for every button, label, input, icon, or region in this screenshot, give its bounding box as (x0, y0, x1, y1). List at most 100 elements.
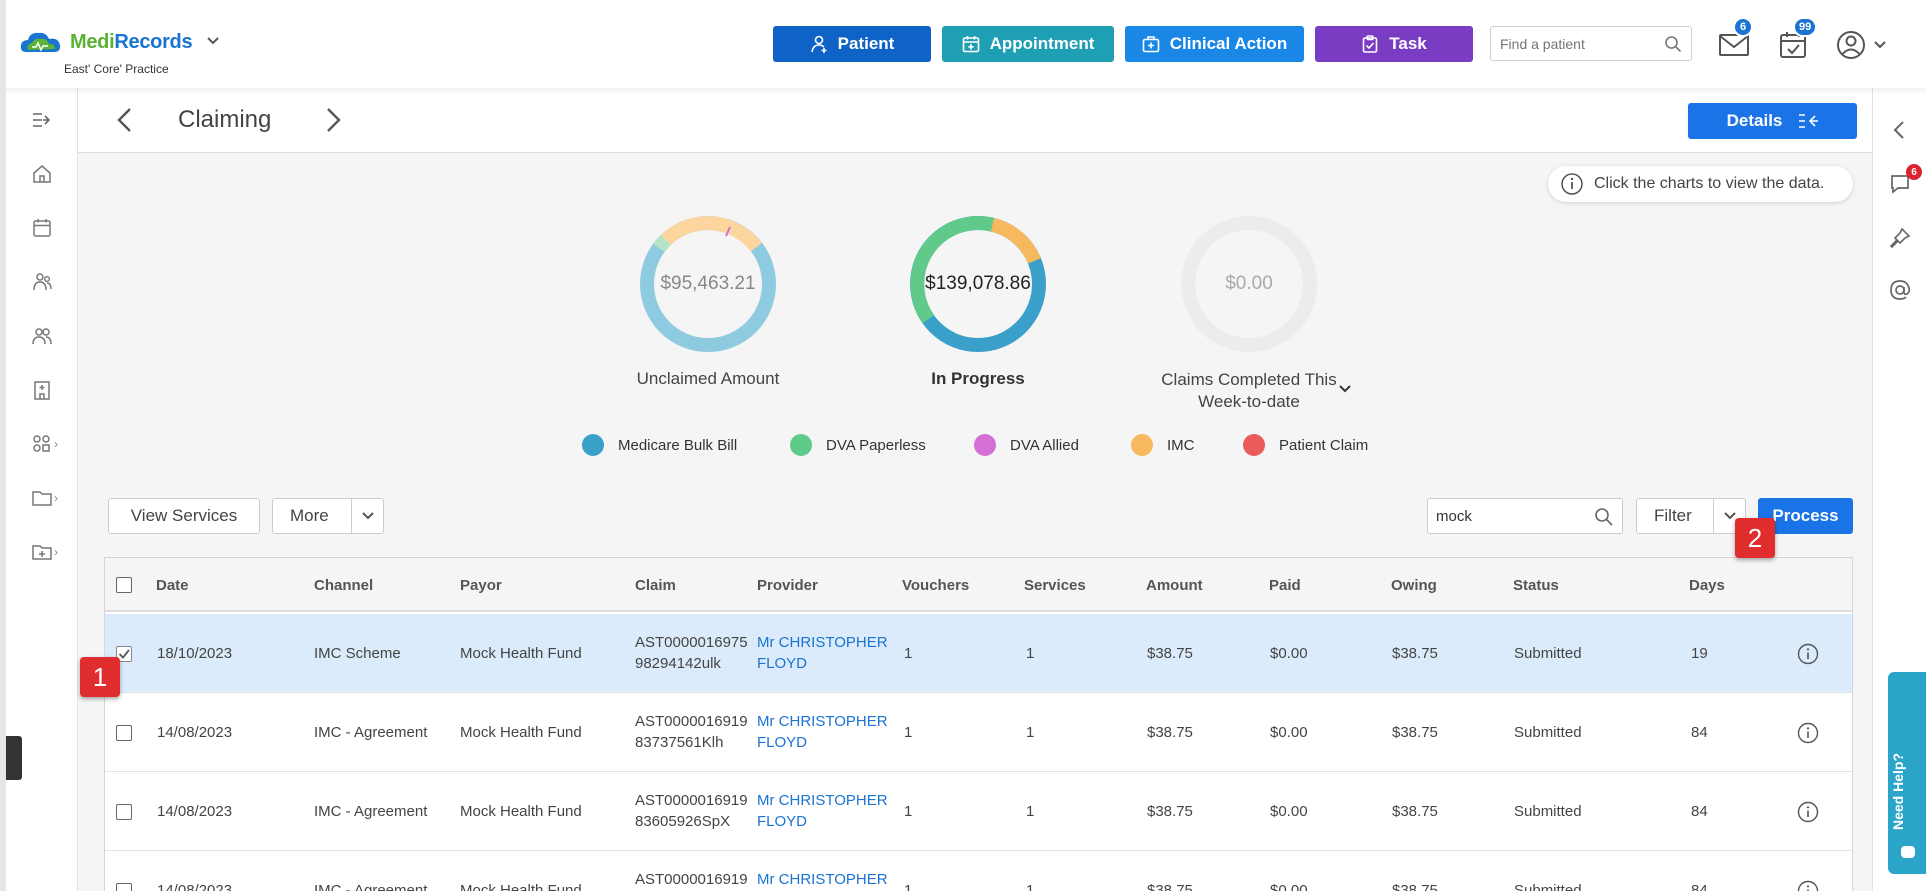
task-button[interactable]: Task (1315, 26, 1473, 62)
legend-medicare-bulk-bill[interactable]: Medicare Bulk Bill (582, 434, 737, 456)
search-icon[interactable] (1594, 507, 1614, 527)
table-row[interactable]: 14/08/2023 IMC - Agreement Mock Health F… (105, 851, 1852, 891)
table-row[interactable]: 18/10/2023 IMC Scheme Mock Health Fund A… (105, 614, 1852, 693)
calendar-plus-icon (962, 36, 979, 53)
details-button[interactable]: Details (1688, 103, 1857, 139)
cell-claim: AST0000016919 83605926SpX (635, 790, 748, 832)
column-header-owing[interactable]: Owing (1391, 577, 1437, 594)
user-account-icon[interactable] (1836, 30, 1894, 65)
legend-dva-allied[interactable]: DVA Allied (974, 434, 1079, 456)
need-help-tab[interactable]: Need Help? (1888, 672, 1926, 874)
table-row[interactable]: 14/08/2023 IMC - Agreement Mock Health F… (105, 772, 1852, 851)
column-header-date[interactable]: Date (156, 577, 189, 594)
patient-button[interactable]: Patient (773, 26, 931, 62)
more-button-label: More (290, 506, 329, 525)
legend-imc[interactable]: IMC (1131, 434, 1195, 456)
cell-status: Submitted (1514, 882, 1582, 891)
find-patient-input[interactable] (1491, 27, 1651, 60)
legend-label-dva-paperless: DVA Paperless (826, 436, 926, 454)
column-header-days[interactable]: Days (1689, 577, 1725, 594)
column-header-channel[interactable]: Channel (314, 577, 374, 594)
row-checkbox[interactable] (116, 804, 132, 820)
legend-dva-paperless[interactable]: DVA Paperless (790, 434, 926, 456)
select-all-checkbox[interactable] (116, 577, 132, 593)
claims-completed-label-line1: Claims Completed This (1161, 370, 1337, 389)
cell-claim: AST0000016919 (635, 871, 748, 888)
info-icon[interactable] (1797, 801, 1819, 823)
row-checkbox[interactable] (116, 646, 132, 662)
at-sign-icon[interactable] (1888, 278, 1912, 302)
claims-completed-value: $0.00 (1225, 273, 1273, 294)
column-header-provider[interactable]: Provider (757, 577, 818, 594)
cell-vouchers: 1 (904, 882, 913, 891)
cell-provider-link[interactable]: Mr CHRISTOPHER FLOYD (757, 632, 888, 674)
patients-icon[interactable] (6, 262, 78, 302)
filter-button[interactable]: Filter (1636, 498, 1746, 534)
claims-search-input[interactable] (1428, 499, 1588, 533)
add-person-icon (810, 35, 827, 53)
column-header-status[interactable]: Status (1513, 577, 1559, 594)
info-icon[interactable] (1797, 880, 1819, 891)
claims-completed-label[interactable]: Claims Completed This Week-to-date (1134, 369, 1364, 413)
cell-owing: $38.75 (1392, 724, 1438, 741)
need-help-label: Need Help? (1890, 752, 1906, 830)
in-progress-chart[interactable]: $139,078.86 (908, 214, 1048, 354)
unclaimed-amount-value: $95,463.21 (660, 273, 756, 294)
cell-paid: $0.00 (1270, 803, 1308, 820)
cell-status: Submitted (1514, 645, 1582, 662)
folder-icon[interactable]: › (6, 478, 78, 518)
in-progress-value: $139,078.86 (925, 273, 1031, 294)
chevron-right-icon[interactable] (318, 106, 346, 134)
mail-icon[interactable] (1718, 30, 1750, 63)
cell-status: Submitted (1514, 803, 1582, 820)
search-icon[interactable] (1664, 35, 1682, 53)
info-icon[interactable] (1797, 722, 1819, 744)
column-header-claim[interactable]: Claim (635, 577, 676, 594)
more-button[interactable]: More (272, 498, 384, 534)
calendar-icon[interactable] (6, 208, 78, 248)
folder-add-icon[interactable]: › (6, 532, 78, 572)
filter-dropdown-toggle[interactable] (1713, 499, 1745, 533)
info-icon[interactable] (1797, 643, 1819, 665)
column-header-amount[interactable]: Amount (1146, 577, 1203, 594)
cell-provider-link[interactable]: Mr CHRISTOPHER (757, 871, 888, 888)
column-header-services[interactable]: Services (1024, 577, 1086, 594)
clinic-building-icon[interactable] (6, 370, 78, 410)
row-checkbox[interactable] (116, 883, 132, 891)
row-checkbox[interactable] (116, 725, 132, 741)
step-marker-2: 2 (1735, 518, 1775, 558)
view-services-button[interactable]: View Services (108, 498, 260, 534)
brand-logo[interactable]: MediRecords (18, 28, 220, 56)
chevron-down-icon[interactable] (1338, 382, 1352, 396)
column-header-payor[interactable]: Payor (460, 577, 502, 594)
brand-name-part2: Records (114, 30, 193, 53)
cell-date: 14/08/2023 (157, 724, 233, 741)
clinical-action-button[interactable]: Clinical Action (1125, 26, 1304, 62)
find-patient-search[interactable] (1490, 26, 1692, 61)
cell-paid: $0.00 (1270, 724, 1308, 741)
column-header-paid[interactable]: Paid (1269, 577, 1301, 594)
table-row[interactable]: 14/08/2023 IMC - Agreement Mock Health F… (105, 693, 1852, 772)
expand-menu-icon[interactable] (6, 100, 78, 140)
side-drawer-handle[interactable] (6, 736, 22, 780)
cell-provider-link[interactable]: Mr CHRISTOPHER FLOYD (757, 711, 888, 753)
mail-count-badge: 6 (1733, 17, 1753, 37)
claims-search[interactable] (1427, 498, 1623, 534)
more-dropdown-toggle[interactable] (351, 499, 383, 533)
pin-icon[interactable] (1888, 226, 1912, 250)
chevron-right-icon: › (54, 491, 58, 505)
cell-provider-link[interactable]: Mr CHRISTOPHER FLOYD (757, 790, 888, 832)
unclaimed-amount-chart[interactable]: $95,463.21 (638, 214, 778, 354)
home-icon[interactable] (6, 154, 78, 194)
column-header-vouchers[interactable]: Vouchers (902, 577, 970, 594)
chevron-down-icon[interactable] (206, 33, 220, 51)
appointment-button[interactable]: Appointment (942, 26, 1114, 62)
legend-dot-dva-paperless (790, 434, 812, 456)
provider-line2: FLOYD (757, 655, 808, 672)
contacts-icon[interactable] (6, 316, 78, 356)
chevron-left-icon[interactable] (1888, 118, 1912, 142)
legend-patient-claim[interactable]: Patient Claim (1243, 434, 1368, 456)
claims-completed-chart[interactable]: $0.00 (1179, 214, 1319, 354)
chevron-left-icon[interactable] (112, 106, 140, 134)
apps-grid-icon[interactable]: › (6, 424, 78, 464)
